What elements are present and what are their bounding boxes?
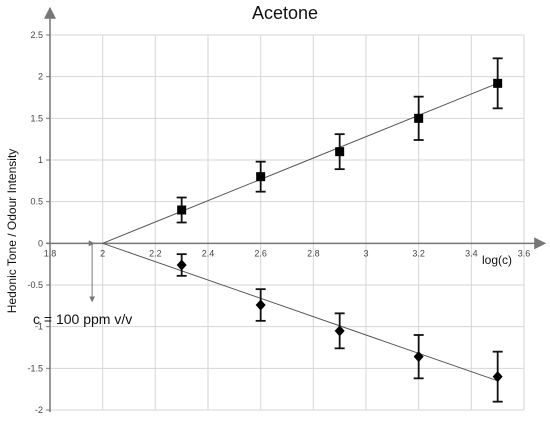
x-tick-label: 3.6 [518, 248, 531, 258]
grid [50, 35, 524, 410]
x-tick-label: 2.4 [202, 248, 215, 258]
square-point [256, 172, 265, 181]
axes [46, 8, 545, 412]
fit-lines [103, 83, 498, 381]
square-point [493, 79, 502, 88]
y-tick-label: 0.5 [30, 197, 43, 207]
x-tick-label: 3.2 [412, 248, 425, 258]
x-tick-label: 1.8 [44, 248, 57, 258]
y-tick-label: 1.5 [30, 113, 43, 123]
y-tick-label: 1 [38, 155, 43, 165]
diamond-point [177, 260, 187, 271]
annotation-label: c = 100 ppm v/v [33, 311, 132, 327]
error-bars [177, 58, 503, 401]
square-point [414, 114, 423, 123]
y-tick-label: -2 [35, 405, 43, 415]
square-point [177, 206, 186, 215]
x-tick-label: 2 [100, 248, 105, 258]
diamond-point [256, 300, 266, 311]
annotation [84, 243, 94, 301]
diamond-point [493, 371, 503, 382]
y-tick-label: 2 [38, 72, 43, 82]
y-tick-label: -1.5 [27, 363, 43, 373]
fit-line-series-1 [103, 83, 498, 243]
chart-title: Acetone [252, 3, 318, 23]
x-tick-label: 3.4 [465, 248, 478, 258]
square-point [335, 147, 344, 156]
diamond-point [414, 351, 424, 362]
x-tick-label: 2.8 [307, 248, 320, 258]
y-tick-label: 2.5 [30, 30, 43, 40]
y-tick-label: -0.5 [27, 280, 43, 290]
x-tick-label: 2.2 [149, 248, 162, 258]
x-tick-label: 3 [363, 248, 368, 258]
x-tick-label: 2.6 [254, 248, 267, 258]
fit-line-series-2 [103, 243, 498, 381]
y-tick-label: 0 [38, 238, 43, 248]
y-axis-label: Hedonic Tone / Odour Intensity [5, 149, 19, 314]
x-axis-label: log(c) [482, 253, 512, 267]
